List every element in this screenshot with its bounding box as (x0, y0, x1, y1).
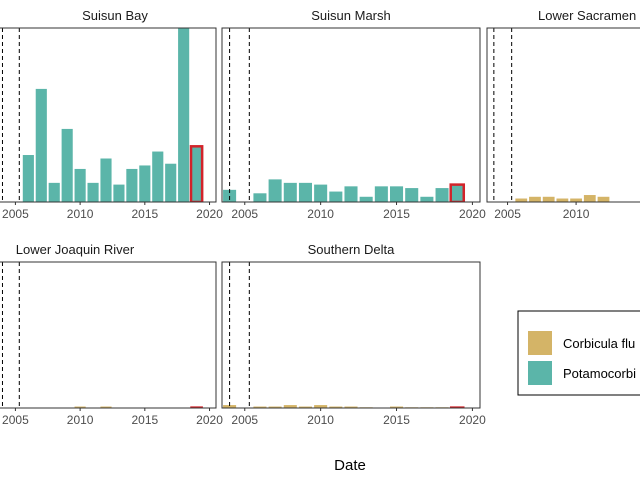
x-tick-label: 2015 (131, 207, 158, 221)
x-axis-label: Date (334, 457, 366, 474)
bar-2007 (35, 88, 47, 202)
bar-2010 (74, 168, 86, 202)
x-tick-label: 2005 (231, 413, 258, 427)
bar-2014 (374, 186, 388, 202)
panels: Suisun Bay 2005 2010 2015 2020 Suisun Marsh 20… (0, 8, 640, 427)
x-tick-label: 2020 (459, 207, 486, 221)
panel-title: Suisun Marsh (311, 8, 390, 23)
legend: Corbicula flu Potamocorbi (517, 310, 640, 396)
bar-2012 (344, 406, 358, 408)
bar-2015 (390, 406, 404, 408)
x-tick-label: 2010 (563, 207, 590, 221)
panel-title: Suisun Bay (82, 8, 148, 23)
x-tick-label: 2015 (131, 413, 158, 427)
bar-2007 (529, 196, 541, 202)
bar-2008 (542, 196, 555, 202)
x-tick-label: 2010 (67, 207, 94, 221)
bar-2011 (87, 182, 99, 202)
plot-area (493, 28, 610, 202)
panel-border (221, 27, 481, 203)
bar-2017 (165, 163, 177, 202)
panel-3: Lower Joaquin River 2005 2010 2015 2020 (0, 242, 223, 427)
x-tick-label: 2005 (2, 413, 29, 427)
bar-2010 (314, 405, 328, 408)
bar-2004 (223, 405, 237, 408)
bar-2006 (515, 198, 528, 202)
bar-2012 (597, 196, 610, 202)
x-tick-label: 2020 (459, 413, 486, 427)
bar-2006 (253, 406, 267, 408)
plot-area (208, 28, 466, 202)
panel-title: Lower Joaquin River (16, 242, 135, 257)
x-tick-label: 2015 (383, 207, 410, 221)
panel-border (0, 27, 217, 203)
panel-4: Southern Delta 2005 2010 2015 2020 (221, 242, 486, 427)
panel-border (221, 261, 481, 409)
bar-2004 (223, 189, 237, 202)
x-tick-label: 2010 (307, 413, 334, 427)
x-tick-label: 2020 (196, 413, 223, 427)
bar-2009 (298, 406, 312, 408)
bar-2010 (74, 406, 86, 408)
panel-2: Lower Sacramen 2005 2010 (486, 8, 640, 221)
bar-2015 (139, 165, 151, 202)
bar-2007 (268, 406, 282, 408)
bar-2019 (449, 183, 466, 202)
plot-area (223, 262, 465, 408)
bar-2007 (268, 179, 282, 202)
bar-2018 (178, 28, 190, 202)
bar-2008 (283, 182, 297, 202)
panel-border (0, 261, 217, 409)
panel-title: Lower Sacramen (538, 8, 636, 23)
bar-2011 (583, 195, 596, 202)
bar-2015 (390, 186, 404, 202)
bar-2018 (435, 188, 449, 202)
bar-2006 (253, 193, 267, 202)
bar-2009 (556, 198, 569, 202)
bar-2011 (329, 406, 343, 408)
bar-2012 (344, 186, 358, 202)
bar-2010 (314, 184, 328, 202)
x-tick-label: 2010 (67, 413, 94, 427)
bar-2011 (329, 191, 343, 202)
plot-area (1, 28, 204, 202)
panel-0: Suisun Bay 2005 2010 2015 2020 (0, 8, 223, 221)
bar-2010 (570, 198, 582, 202)
x-tick-label: 2015 (383, 413, 410, 427)
legend-label-corbicula: Corbicula flu (563, 336, 635, 351)
bar-2003 (208, 193, 221, 202)
x-tick-label: 2005 (494, 207, 521, 221)
bar-2016 (405, 188, 419, 202)
x-tick-label: 2010 (307, 207, 334, 221)
bar-2017 (420, 196, 434, 202)
bar-2016 (152, 151, 164, 202)
bar-2006 (22, 155, 34, 202)
panel-1: Suisun Marsh 2005 2010 2015 2020 (208, 8, 486, 221)
bar-2019 (189, 145, 204, 202)
x-tick-label: 2005 (2, 207, 29, 221)
bar-2014 (126, 168, 138, 202)
x-tick-label: 2005 (231, 207, 258, 221)
legend-label-potamocorbula: Potamocorbi (563, 366, 636, 381)
legend-key-potamocorbula (528, 361, 552, 385)
bar-2012 (100, 406, 112, 408)
bar-2013 (359, 196, 373, 202)
plot-area (1, 262, 203, 408)
bar-2008 (283, 405, 297, 408)
bar-2009 (298, 182, 312, 202)
panel-border (486, 27, 640, 203)
bar-2009 (61, 128, 73, 202)
bar-2013 (113, 184, 125, 202)
bar-2012 (100, 158, 112, 202)
x-tick-label: 2020 (196, 207, 223, 221)
panel-title: Southern Delta (308, 242, 395, 257)
legend-key-corbicula (528, 331, 552, 355)
bar-2008 (48, 182, 60, 202)
